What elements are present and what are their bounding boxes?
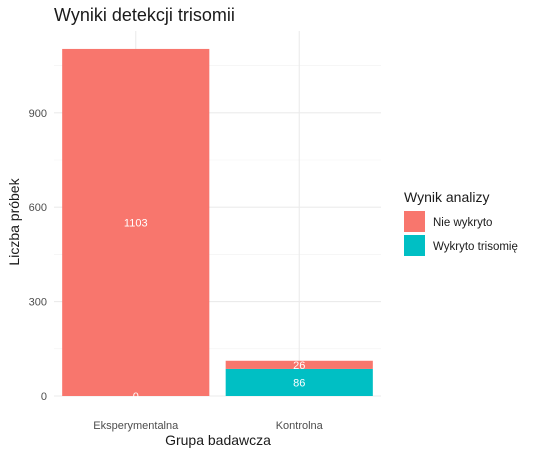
y-tick-label: 0 [41, 391, 47, 403]
y-axis-title: Liczba próbek [6, 177, 22, 265]
x-tick-label: Kontrolna [276, 420, 324, 432]
x-axis-title: Grupa badawcza [165, 432, 271, 448]
bar [225, 368, 373, 396]
x-axis-ticks: Eksperymentalna Kontrolna [93, 420, 323, 432]
y-tick-label: 600 [29, 202, 47, 214]
bar [62, 48, 210, 397]
y-tick-label: 900 [29, 108, 47, 120]
legend-title: Wynik analizy [404, 189, 489, 205]
data-label: 0 [133, 391, 139, 403]
y-axis-ticks: 0 300 600 900 [29, 108, 47, 403]
data-labels: 0 1103 86 26 [124, 217, 305, 403]
bars [62, 48, 373, 397]
data-label: 26 [293, 360, 305, 372]
x-tick-label: Eksperymentalna [93, 420, 179, 432]
y-tick-label: 300 [29, 297, 47, 309]
legend-label: Nie wykryto [433, 217, 492, 229]
legend-swatch [404, 211, 425, 232]
legend: Wynik analizy Nie wykryto Wykryto trisomi… [404, 189, 518, 256]
bar [225, 360, 373, 369]
data-label: 86 [293, 377, 305, 389]
data-label: 1103 [124, 217, 148, 229]
legend-label: Wykryto trisomię [433, 241, 518, 253]
legend-swatch [404, 235, 425, 256]
chart-title: Wyniki detekcji trisomii [54, 5, 235, 25]
